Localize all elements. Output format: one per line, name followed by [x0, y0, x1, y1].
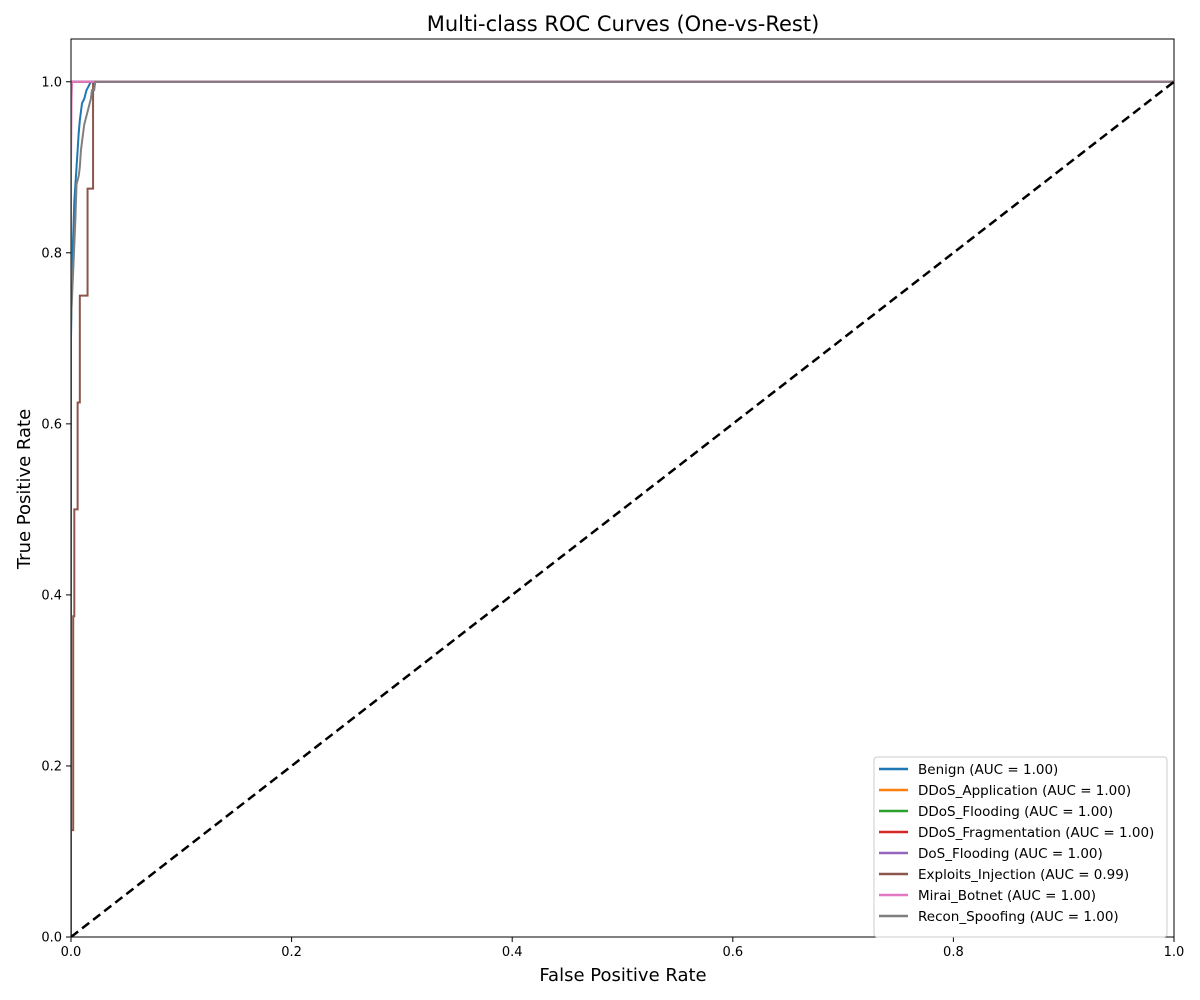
y-tick-label: 0.4	[41, 588, 62, 603]
legend-box	[873, 756, 1168, 938]
legend-entry: Benign (AUC = 1.00)	[918, 762, 1058, 778]
y-tick-label: 0.0	[41, 931, 62, 946]
legend-entry: DDoS_Fragmentation (AUC = 1.00)	[918, 825, 1154, 841]
x-axis-ticks: 0.0 0.2 0.4 0.6 0.8 1.0	[61, 937, 1185, 960]
y-tick-label: 0.2	[41, 759, 62, 774]
legend-entry: DoS_Flooding (AUC = 1.00)	[918, 846, 1103, 862]
x-tick-label: 0.6	[722, 945, 743, 960]
plot-frame	[70, 38, 1175, 938]
chance-diagonal-line	[71, 80, 1174, 937]
series-layer	[71, 80, 1174, 937]
roc-curve-7	[71, 80, 1174, 937]
x-tick-label: 0.0	[61, 945, 82, 960]
chart-title: Multi-class ROC Curves (One-vs-Rest)	[427, 12, 820, 36]
roc-curve-0	[71, 80, 1174, 937]
legend: Benign (AUC = 1.00) DDoS_Application (AUC…	[873, 756, 1168, 938]
y-axis-ticks: 0.0 0.2 0.4 0.6 0.8 1.0	[41, 75, 71, 946]
roc-curve-5	[71, 80, 1174, 937]
legend-entry: DDoS_Application (AUC = 1.00)	[918, 783, 1131, 799]
y-axis-label: True Positive Rate	[14, 409, 35, 570]
legend-entry: Exploits_Injection (AUC = 0.99)	[918, 867, 1129, 883]
legend-entry: DDoS_Flooding (AUC = 1.00)	[918, 804, 1113, 820]
x-tick-label: 0.4	[502, 945, 523, 960]
x-tick-label: 0.2	[281, 945, 302, 960]
legend-entry: Mirai_Botnet (AUC = 1.00)	[918, 888, 1096, 904]
y-tick-label: 1.0	[41, 75, 62, 90]
x-tick-label: 0.8	[943, 945, 964, 960]
y-tick-label: 0.6	[41, 417, 62, 432]
legend-entry: Recon_Spoofing (AUC = 1.00)	[918, 909, 1119, 925]
x-axis-label: False Positive Rate	[539, 965, 706, 986]
y-tick-label: 0.8	[41, 246, 62, 261]
x-tick-label: 1.0	[1164, 945, 1185, 960]
